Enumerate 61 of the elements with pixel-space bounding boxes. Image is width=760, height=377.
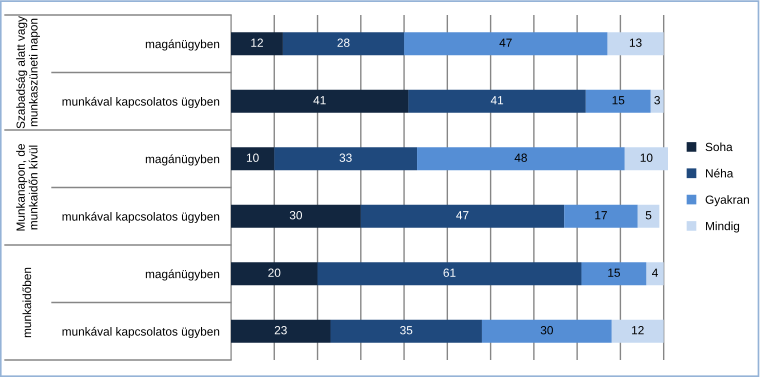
bar — [586, 90, 651, 113]
y-tick-label: munkával kapcsolatos ügyben — [62, 326, 220, 338]
bar — [231, 320, 331, 343]
data-label: 5 — [646, 211, 652, 220]
data-label: 48 — [514, 154, 527, 162]
bar — [231, 262, 318, 286]
bar — [607, 32, 664, 56]
data-label: 41 — [490, 96, 504, 104]
bar — [564, 204, 638, 228]
legend-label: Mindig — [706, 222, 740, 233]
data-label: 28 — [338, 38, 350, 47]
data-label: 30 — [290, 211, 302, 220]
data-label: 10 — [640, 154, 652, 162]
data-label: 30 — [540, 326, 553, 334]
data-label: 12 — [632, 326, 644, 334]
bar — [482, 320, 612, 343]
bar — [638, 204, 660, 228]
bar — [408, 90, 586, 113]
data-label: 61 — [444, 268, 456, 277]
data-label: 3 — [654, 96, 660, 104]
legend-label: Gyakran — [706, 195, 749, 206]
bar — [404, 32, 608, 56]
bar — [360, 204, 564, 228]
data-label: 4 — [652, 268, 658, 277]
bar — [282, 32, 404, 56]
legend-label: Néha — [706, 168, 734, 178]
data-label: 12 — [251, 38, 263, 47]
data-label: 47 — [499, 38, 512, 47]
bar — [231, 32, 283, 56]
bar — [231, 204, 361, 228]
data-label: 35 — [400, 326, 412, 334]
data-label: 47 — [456, 211, 468, 220]
y-tick-label: munkával kapcsolatos ügyben — [62, 212, 220, 224]
bar — [646, 262, 664, 286]
data-label: 17 — [595, 211, 607, 220]
text: Szabadság alatt vagy munkaszüneti napon — [16, 16, 40, 128]
bar — [612, 320, 664, 343]
bar — [231, 90, 408, 113]
data-label: 13 — [630, 38, 642, 47]
bar — [624, 147, 668, 170]
bar — [581, 262, 646, 286]
y-tick-label: magánügyben — [146, 154, 220, 166]
bar — [417, 147, 625, 170]
y-tick-label: munkával kapcsolatos ügyben — [62, 96, 220, 108]
bar — [274, 147, 418, 170]
y-tick-label: magánügyben — [146, 269, 220, 281]
bar — [318, 262, 582, 286]
bar — [330, 320, 482, 343]
legend-label: Soha — [706, 142, 733, 152]
data-label: 33 — [340, 154, 352, 162]
data-label: 41 — [313, 96, 326, 104]
text: munkaidőben — [22, 268, 32, 338]
data-label: 23 — [274, 326, 287, 334]
bar — [231, 147, 274, 170]
data-label: 15 — [612, 96, 624, 104]
text: Munkanapon, de munkaidőn kívül — [16, 144, 38, 231]
bar — [650, 90, 664, 113]
data-label: 20 — [268, 268, 280, 277]
data-label: 10 — [246, 154, 259, 162]
y-tick-label: magánügyben — [146, 39, 220, 51]
data-label: 15 — [608, 268, 620, 277]
